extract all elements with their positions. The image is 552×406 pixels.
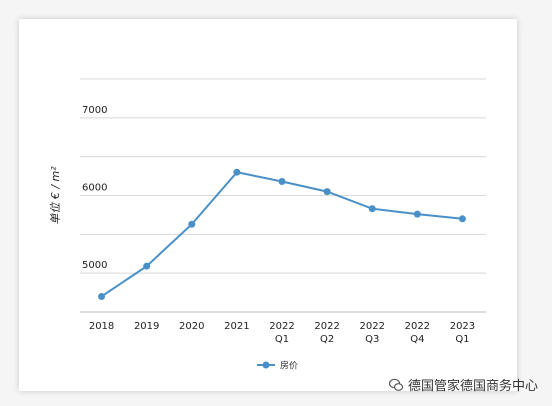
x-tick-label: 2018: [89, 321, 114, 332]
data-point: [458, 215, 466, 223]
chart-card: 5000 6000 7000 单位 € / m² 2018 2019 2020 2021 202…: [19, 19, 517, 391]
x-tick-label: 2022: [405, 321, 430, 332]
x-tick-label: Q1: [275, 334, 289, 345]
watermark-text: 德国管家德国商务中心: [407, 379, 538, 394]
x-tick-label: 2020: [179, 321, 204, 332]
x-tick-label: 2022: [314, 321, 339, 332]
y-tick-label: 6000: [82, 183, 107, 194]
data-point: [368, 205, 376, 213]
x-tick-label: Q3: [365, 334, 379, 345]
x-tick-label: 2019: [134, 321, 159, 332]
x-tick-label: 2023: [450, 321, 475, 332]
x-tick-label: 2021: [224, 321, 249, 332]
data-point: [143, 262, 151, 270]
x-tick-label: 2022: [359, 321, 384, 332]
watermark: 德国管家德国商务中心: [388, 375, 538, 394]
y-axis-title: 单位 € / m²: [49, 166, 62, 225]
y-tick-label: 5000: [82, 260, 107, 271]
data-point: [188, 220, 196, 228]
x-tick-label: Q2: [320, 334, 334, 345]
x-tick-label: Q1: [455, 334, 469, 345]
wechat-icon: [388, 378, 404, 391]
data-point: [98, 292, 106, 300]
data-point: [323, 188, 331, 196]
y-tick-label: 7000: [82, 105, 107, 116]
legend-marker: [262, 361, 270, 369]
data-point: [233, 168, 241, 176]
legend-label: 房价: [280, 360, 298, 372]
data-point: [413, 210, 421, 218]
x-tick-label: Q4: [410, 334, 424, 345]
line-chart: 5000 6000 7000 单位 € / m² 2018 2019 2020 2021 202…: [49, 78, 486, 372]
x-tick-label: 2022: [269, 321, 294, 332]
data-point: [278, 178, 286, 186]
